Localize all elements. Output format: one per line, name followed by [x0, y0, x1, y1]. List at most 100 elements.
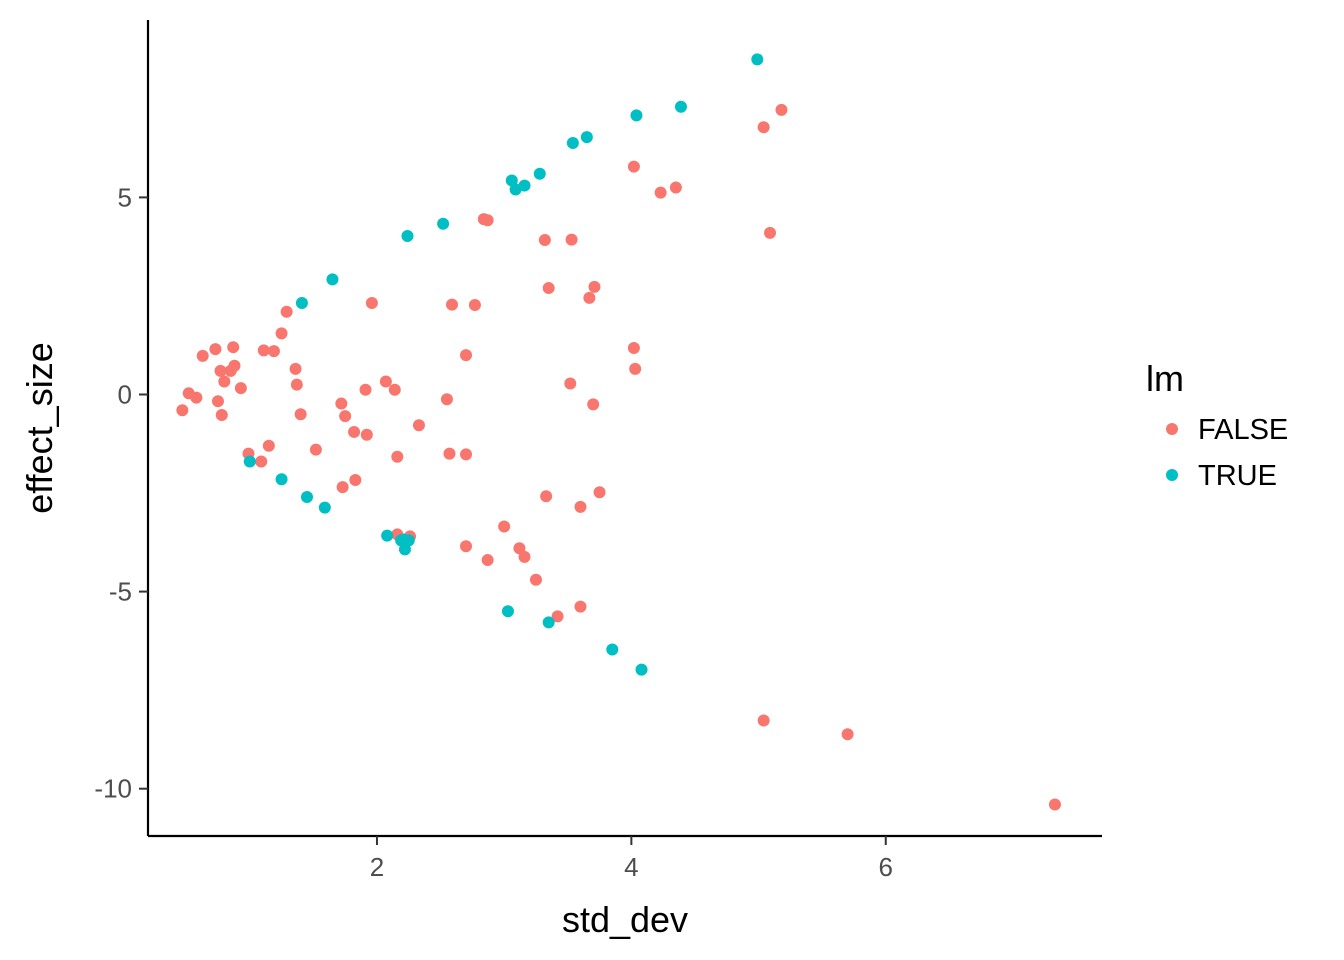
data-point [564, 377, 577, 390]
data-point [627, 341, 640, 354]
axes-layer [146, 20, 1102, 838]
data-point [215, 408, 228, 421]
x-tick-label: 2 [370, 852, 384, 882]
legend-title: lm [1146, 358, 1184, 399]
data-point [401, 230, 414, 243]
data-point [574, 600, 587, 613]
legend: lm FALSE TRUE [1146, 358, 1288, 492]
data-point [359, 383, 372, 396]
data-point [775, 103, 788, 116]
data-point [348, 425, 361, 438]
data-point [211, 395, 224, 408]
data-point [257, 344, 270, 357]
data-point [518, 179, 531, 192]
points-layer [176, 53, 1061, 811]
data-point [443, 447, 456, 460]
data-point [593, 486, 606, 499]
data-point [481, 214, 494, 227]
data-point [228, 359, 241, 372]
legend-key-false [1166, 423, 1178, 435]
data-point [529, 573, 542, 586]
data-point [630, 109, 643, 122]
data-point [388, 383, 401, 396]
data-point [290, 378, 303, 391]
data-point [275, 327, 288, 340]
data-point [551, 610, 564, 623]
data-point [460, 540, 472, 553]
data-point [757, 121, 770, 134]
data-point [587, 398, 600, 411]
data-point [440, 393, 453, 406]
legend-items: FALSE TRUE [1166, 414, 1288, 492]
data-point [309, 443, 322, 456]
y-axis-title: effect_size [19, 342, 60, 513]
data-point [218, 375, 231, 388]
series-true [243, 53, 764, 676]
data-point [751, 53, 764, 66]
data-point [412, 419, 425, 432]
data-point [360, 428, 373, 441]
x-axis-title: std_dev [562, 899, 688, 940]
data-point [505, 174, 518, 187]
data-point [301, 490, 313, 503]
data-point [349, 474, 362, 487]
data-point [513, 542, 526, 555]
data-point [841, 728, 854, 741]
data-point [481, 554, 494, 567]
x-tick-label: 6 [879, 852, 893, 882]
data-point [176, 404, 189, 417]
data-point [574, 500, 587, 513]
y-tick-label: -10 [94, 774, 132, 804]
y-axis-ticks: 5 0 -5 -10 [94, 182, 148, 804]
data-point [635, 663, 648, 676]
data-point [326, 273, 339, 286]
data-point [336, 481, 349, 494]
data-point [518, 550, 531, 563]
data-point [757, 714, 770, 727]
series-false [176, 103, 1061, 811]
y-tick-label: 0 [118, 379, 132, 409]
data-point [381, 529, 394, 542]
data-point [214, 364, 227, 377]
data-point [542, 282, 555, 295]
data-point [402, 534, 415, 547]
data-point [262, 439, 275, 452]
data-point [318, 501, 331, 514]
data-point [255, 455, 268, 468]
data-point [379, 375, 392, 388]
data-point [243, 455, 256, 468]
data-point [190, 391, 203, 404]
data-point [669, 181, 682, 194]
data-point [398, 543, 411, 556]
data-point [335, 397, 348, 410]
data-point [1048, 798, 1061, 811]
data-point [674, 100, 687, 113]
data-point [295, 297, 308, 310]
data-point [654, 186, 667, 199]
x-axis-ticks: 2 4 6 [370, 836, 893, 882]
data-point [533, 167, 546, 180]
data-point [566, 136, 579, 149]
data-point [227, 341, 240, 354]
data-point [540, 490, 553, 503]
data-point [446, 298, 459, 311]
data-point [580, 131, 593, 144]
data-point [565, 233, 578, 246]
data-point [538, 233, 551, 246]
data-point [196, 349, 209, 362]
data-point [365, 297, 378, 310]
y-tick-label: 5 [118, 182, 132, 212]
data-point [542, 616, 555, 629]
legend-label: FALSE [1198, 414, 1288, 446]
data-point [627, 160, 640, 173]
data-point [267, 345, 280, 358]
data-point [280, 305, 293, 318]
data-point [437, 217, 450, 230]
data-point [275, 473, 288, 486]
data-point [501, 605, 514, 618]
data-point [588, 280, 601, 293]
data-point [468, 299, 481, 312]
data-point [289, 362, 302, 375]
y-tick-label: -5 [109, 577, 132, 607]
